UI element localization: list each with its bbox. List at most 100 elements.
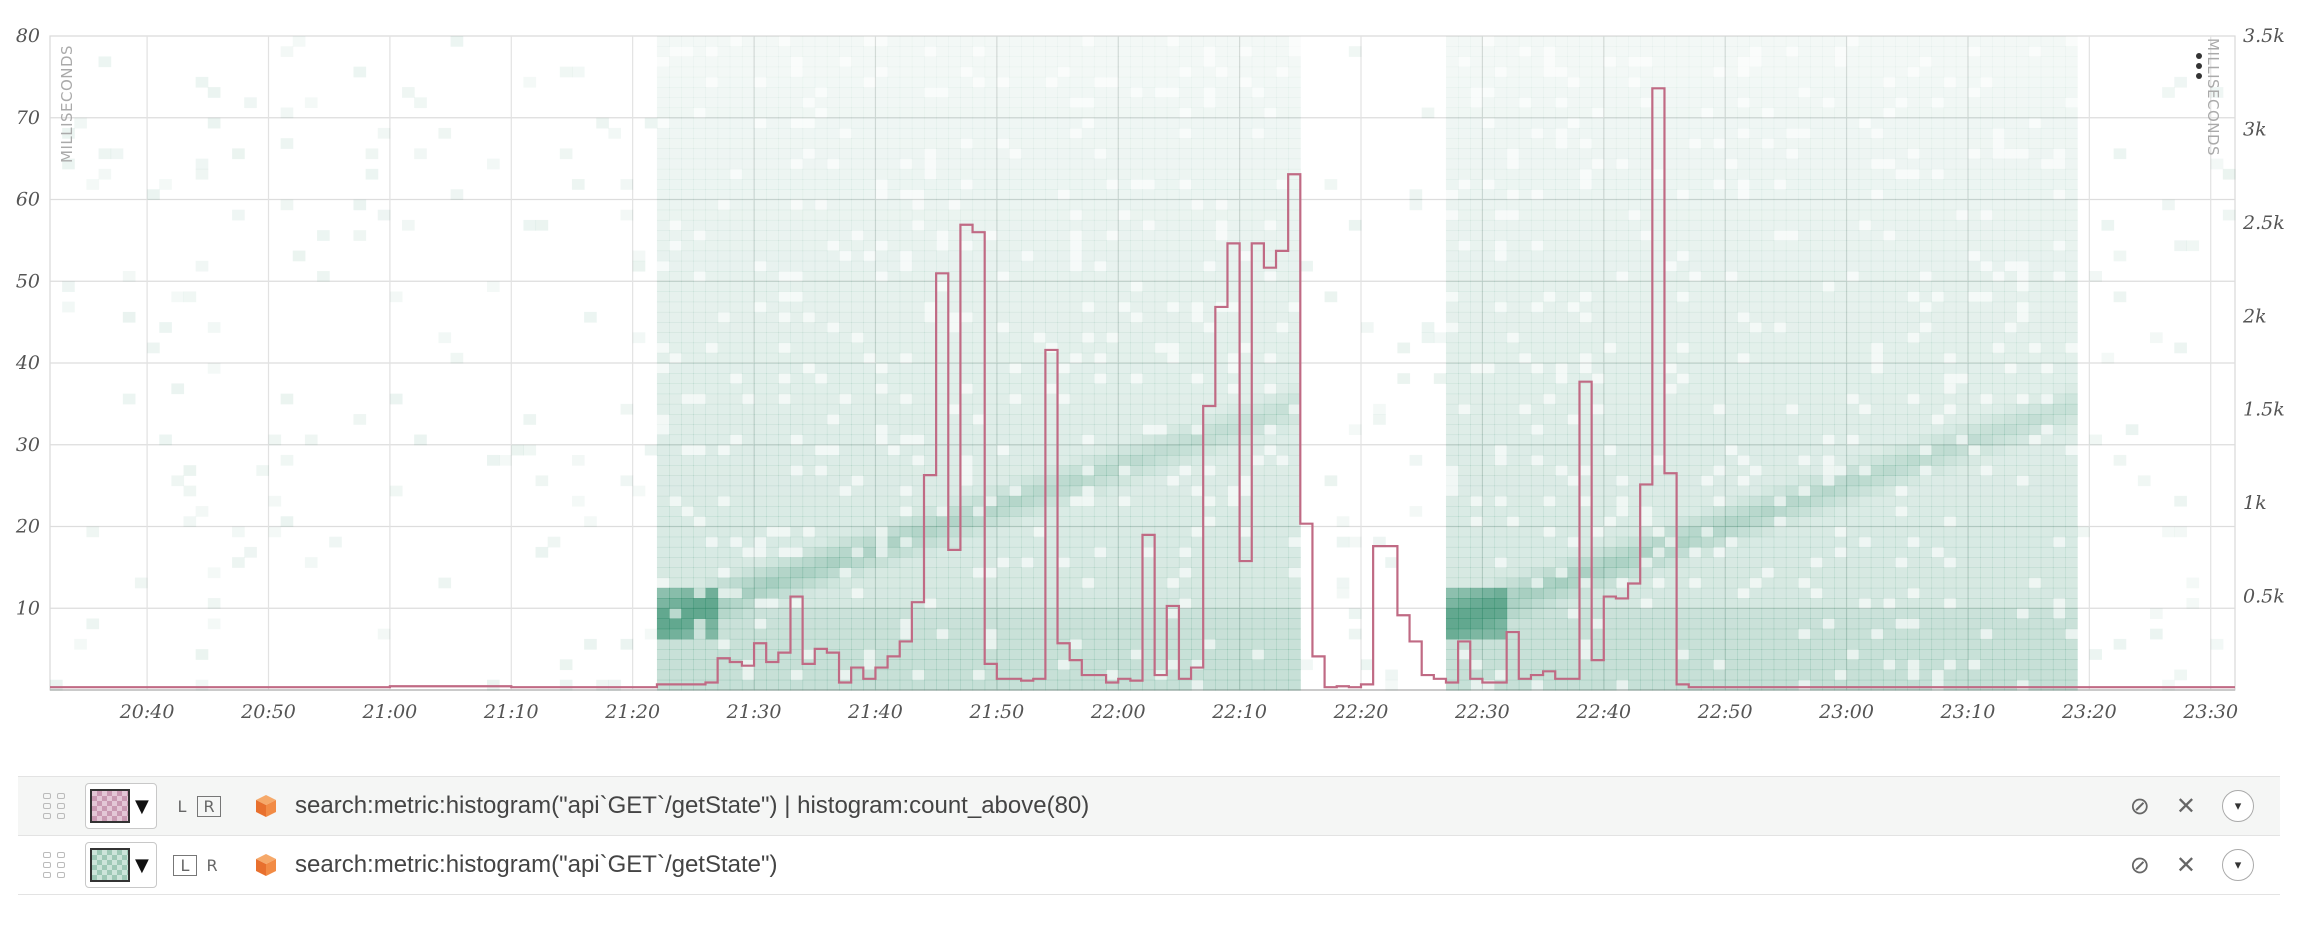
heatmap-cell: [936, 659, 949, 671]
heatmap-cell: [826, 260, 840, 272]
heatmap-cell: [1458, 117, 1471, 129]
heatmap-cell: [1494, 659, 1508, 671]
heatmap-cell: [1227, 271, 1241, 282]
heatmap-cell: [1251, 301, 1265, 313]
heatmap-cell: [705, 598, 719, 609]
heatmap-cell: [1166, 383, 1180, 395]
heatmap-cell: [1445, 598, 1459, 609]
heatmap-cell: [899, 148, 913, 160]
heatmap-cell: [1591, 628, 1605, 640]
heatmap-cell: [1142, 127, 1156, 139]
heatmap-cell: [1640, 465, 1653, 476]
heatmap-cell: [1251, 557, 1265, 568]
heatmap-cell: [729, 209, 743, 221]
heatmap-cell: [814, 546, 828, 558]
heatmap-cell: [1518, 138, 1532, 149]
heatmap-cell: [1093, 598, 1107, 609]
heatmap-cell: [1567, 373, 1580, 384]
heatmap-cell: [948, 608, 961, 619]
heatmap-cell: [911, 117, 925, 129]
heatmap-cell: [851, 495, 864, 507]
heatmap-cell: [717, 638, 731, 650]
heatmap-cell: [1676, 199, 1690, 211]
heatmap-cell: [1615, 127, 1629, 139]
heatmap-cell: [1227, 403, 1241, 415]
heatmap-cell: [741, 127, 755, 139]
heatmap-cell: [741, 56, 755, 68]
heatmap-cell: [1470, 138, 1483, 149]
heatmap-cell: [1093, 516, 1107, 527]
heatmap-cell: [960, 311, 974, 323]
heatmap-cell: [1603, 46, 1617, 57]
heatmap-cell: [911, 577, 925, 589]
heatmap-cell: [1130, 608, 1143, 619]
heatmap-cell: [1263, 87, 1277, 98]
heatmap-cell: [1081, 342, 1095, 354]
heatmap-cell: [1227, 250, 1241, 262]
heatmap-cell: [911, 383, 925, 395]
heatmap-cell: [1664, 638, 1678, 650]
heatmap-cell: [1530, 138, 1544, 149]
heatmap-cell: [693, 383, 706, 395]
heatmap-cell: [1251, 260, 1265, 272]
heatmap-cell: [1603, 414, 1617, 425]
heatmap-cell: [195, 260, 209, 272]
heatmap-cell: [1045, 465, 1059, 476]
heatmap-cell: [584, 311, 597, 323]
heatmap-cell: [839, 97, 852, 109]
heatmap-cell: [1555, 189, 1568, 200]
heatmap-cell: [1628, 97, 1641, 109]
heatmap-cell: [984, 46, 998, 57]
heatmap-cell: [875, 107, 889, 119]
heatmap-cell: [1276, 598, 1289, 609]
heatmap-cell: [1591, 46, 1605, 57]
heatmap-cell: [766, 373, 779, 384]
heatmap-cell: [1215, 424, 1228, 436]
heatmap-cell: [1652, 250, 1665, 262]
heatmap-cell: [1397, 373, 1411, 384]
heatmap-cell: [1664, 56, 1678, 68]
heatmap-cell: [778, 424, 791, 436]
chart[interactable]: 20:40 20:50 21:00 21:10 21:20 21:30 21:40 21:50…: [0, 0, 2300, 760]
heatmap-cell: [1530, 465, 1544, 476]
heatmap-cell: [1445, 179, 1459, 190]
heatmap-cell: [936, 587, 949, 599]
heatmap-cell: [717, 189, 731, 200]
heatmap-cell: [1033, 158, 1046, 170]
heatmap-cell: [1154, 567, 1168, 579]
heatmap-cell: [1093, 414, 1107, 425]
heatmap-cell: [693, 577, 706, 589]
heatmap-cell: [1215, 271, 1228, 282]
heatmap-cell: [1033, 373, 1046, 384]
heatmap-cell: [948, 516, 961, 527]
heatmap-cell: [1567, 322, 1580, 333]
heatmap-cell: [1603, 87, 1617, 98]
heatmap-cell: [1579, 424, 1593, 436]
heatmap-cell: [1518, 546, 1532, 558]
heatmap-cell: [1640, 679, 1653, 691]
heatmap-cell: [899, 424, 913, 436]
heatmap-cell: [948, 322, 961, 333]
heatmap-cell: [1652, 230, 1665, 241]
heatmap-cell: [1106, 189, 1119, 200]
heatmap-cell: [1118, 618, 1131, 630]
heatmap-cell: [1567, 363, 1580, 374]
heatmap-cell: [1251, 209, 1265, 221]
heatmap-cell: [972, 393, 986, 405]
heatmap-cell: [1276, 250, 1289, 262]
heatmap-cell: [1628, 46, 1641, 57]
heatmap-cell: [1093, 567, 1107, 579]
heatmap-cell: [754, 526, 767, 538]
heatmap-cell: [741, 168, 755, 180]
heatmap-cell: [790, 383, 804, 395]
heatmap-cell: [936, 127, 949, 139]
heatmap-cell: [414, 148, 427, 160]
heatmap-cell: [1215, 322, 1228, 333]
heatmap-cell: [851, 107, 864, 119]
heatmap-cell: [1458, 250, 1471, 262]
heatmap-cell: [1700, 383, 1714, 395]
heatmap-cell: [1579, 332, 1593, 344]
heatmap-cell: [1628, 485, 1641, 497]
heatmap-cell: [487, 158, 500, 170]
heatmap-cell: [900, 189, 913, 200]
